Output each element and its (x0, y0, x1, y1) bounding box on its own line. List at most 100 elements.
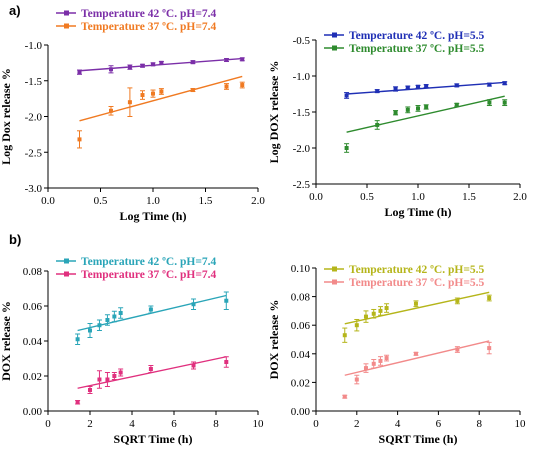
data-point (112, 314, 117, 319)
data-point (148, 307, 153, 312)
x-tick-label: 2.0 (513, 191, 527, 203)
data-point (88, 328, 92, 333)
y-tick-label: 0.08 (291, 292, 311, 304)
y-tick-label: 0.00 (23, 406, 43, 418)
series-b-left-0 (75, 291, 229, 345)
data-point (88, 388, 92, 392)
y-tick-label: -2.5 (293, 179, 311, 191)
data-point (455, 347, 460, 352)
data-point (190, 60, 195, 65)
x-axis-title: SQRT Time (h) (379, 432, 458, 446)
data-point (112, 374, 117, 378)
data-point (240, 57, 245, 62)
panel-label-b: b) (9, 232, 22, 247)
y-tick-label: -2.5 (25, 147, 43, 159)
data-point (97, 377, 102, 382)
data-point (159, 60, 164, 65)
data-point (118, 370, 123, 375)
data-point (140, 63, 145, 68)
y-tick-label: -0.5 (293, 35, 311, 47)
data-point (191, 302, 196, 307)
data-point (371, 361, 376, 366)
y-tick-label: -1.5 (293, 107, 311, 119)
y-axis-title: Log DOX release % (267, 61, 281, 164)
data-point (118, 311, 123, 315)
data-point (97, 323, 102, 328)
data-point (75, 400, 80, 405)
x-tick-label: 1.5 (199, 195, 213, 207)
data-point (109, 67, 113, 72)
legend-swatch-marker (332, 45, 337, 51)
chart-a-left: -3.0 -2.5 -2.0 -1.5 -1.0 0.0 0.5 1.0 1.5 2.0 Log T… (0, 8, 265, 223)
x-tick-label: 0.5 (360, 191, 374, 203)
data-point (502, 100, 507, 105)
y-tick-label: 0.06 (291, 320, 311, 332)
legend-label: Temperature 42 ºC. pH=5.5 (349, 30, 484, 42)
data-point (454, 102, 459, 107)
series-b-left-1 (75, 356, 229, 405)
x-tick-label: 0 (45, 418, 51, 430)
chart-b-left: 0.00 0.02 0.04 0.06 0.08 0 2 4 6 8 10 SQRT Time (h)… (0, 256, 264, 446)
data-point (393, 110, 398, 115)
y-tick-label: -2.0 (25, 112, 43, 124)
legend-label: Temperature 42 ºC. pH=5.5 (349, 264, 484, 276)
data-point (405, 85, 410, 90)
data-point (393, 86, 398, 91)
x-tick-label: 0.0 (41, 195, 55, 207)
data-point (487, 100, 492, 105)
series-a-right-1 (344, 95, 508, 153)
data-point (384, 356, 389, 361)
x-tick-label: 6 (436, 418, 442, 430)
y-tick-label: -1.5 (25, 76, 43, 88)
data-point (424, 104, 429, 109)
legend-swatch-marker (64, 258, 69, 264)
data-point (455, 298, 460, 303)
x-tick-label: 1.0 (411, 191, 425, 203)
data-point (454, 83, 459, 88)
y-tick-label: -1.0 (25, 40, 43, 52)
y-tick-label: 0.04 (291, 349, 311, 361)
series-a-left-0 (77, 57, 245, 75)
y-tick-label: 0.00 (291, 406, 311, 418)
x-tick-label: 1.0 (146, 195, 160, 207)
fit-line (346, 95, 505, 133)
x-tick-label: 4 (395, 418, 401, 430)
data-point (413, 351, 418, 356)
x-tick-label: 4 (129, 418, 135, 430)
data-point (344, 93, 349, 98)
x-tick-label: 8 (476, 418, 482, 430)
legend-swatch-marker (332, 32, 337, 38)
data-point (77, 137, 82, 142)
legend-label: Temperature 37 ºC. pH=7.4 (81, 269, 216, 281)
y-tick-label: 0.08 (23, 266, 43, 278)
x-tick-label: 10 (253, 418, 265, 430)
chart-a-right: -2.5 -2.0 -1.5 -1.0 -0.5 0.0 0.5 1.0 1.5 2.0 Log T… (267, 30, 527, 219)
legend-swatch-marker (332, 266, 337, 272)
y-axis-title: DOX release % (0, 301, 13, 381)
data-point (224, 58, 229, 63)
legend-swatch-marker (64, 23, 69, 29)
series-b-right-1 (342, 340, 492, 399)
legend-label: Temperature 37 ºC. pH=5.5 (349, 277, 484, 289)
data-point (75, 337, 80, 342)
data-point (105, 318, 110, 322)
data-point (378, 358, 383, 363)
data-point (371, 311, 376, 316)
data-point (77, 70, 82, 75)
legend-label: Temperature 37 ºC. pH=5.5 (349, 43, 484, 55)
data-point (416, 106, 420, 111)
data-point (354, 377, 359, 382)
data-point (502, 81, 507, 86)
fit-line (344, 340, 490, 376)
fit-line (344, 291, 490, 325)
data-point (375, 122, 380, 127)
series-a-right-0 (344, 81, 508, 99)
data-point (127, 100, 132, 105)
x-axis-title: Log Time (h) (385, 205, 452, 219)
data-point (109, 108, 113, 113)
data-point (148, 367, 153, 371)
data-point (159, 89, 164, 94)
y-tick-label: 0.10 (291, 263, 311, 275)
series-a-left-1 (77, 75, 245, 149)
